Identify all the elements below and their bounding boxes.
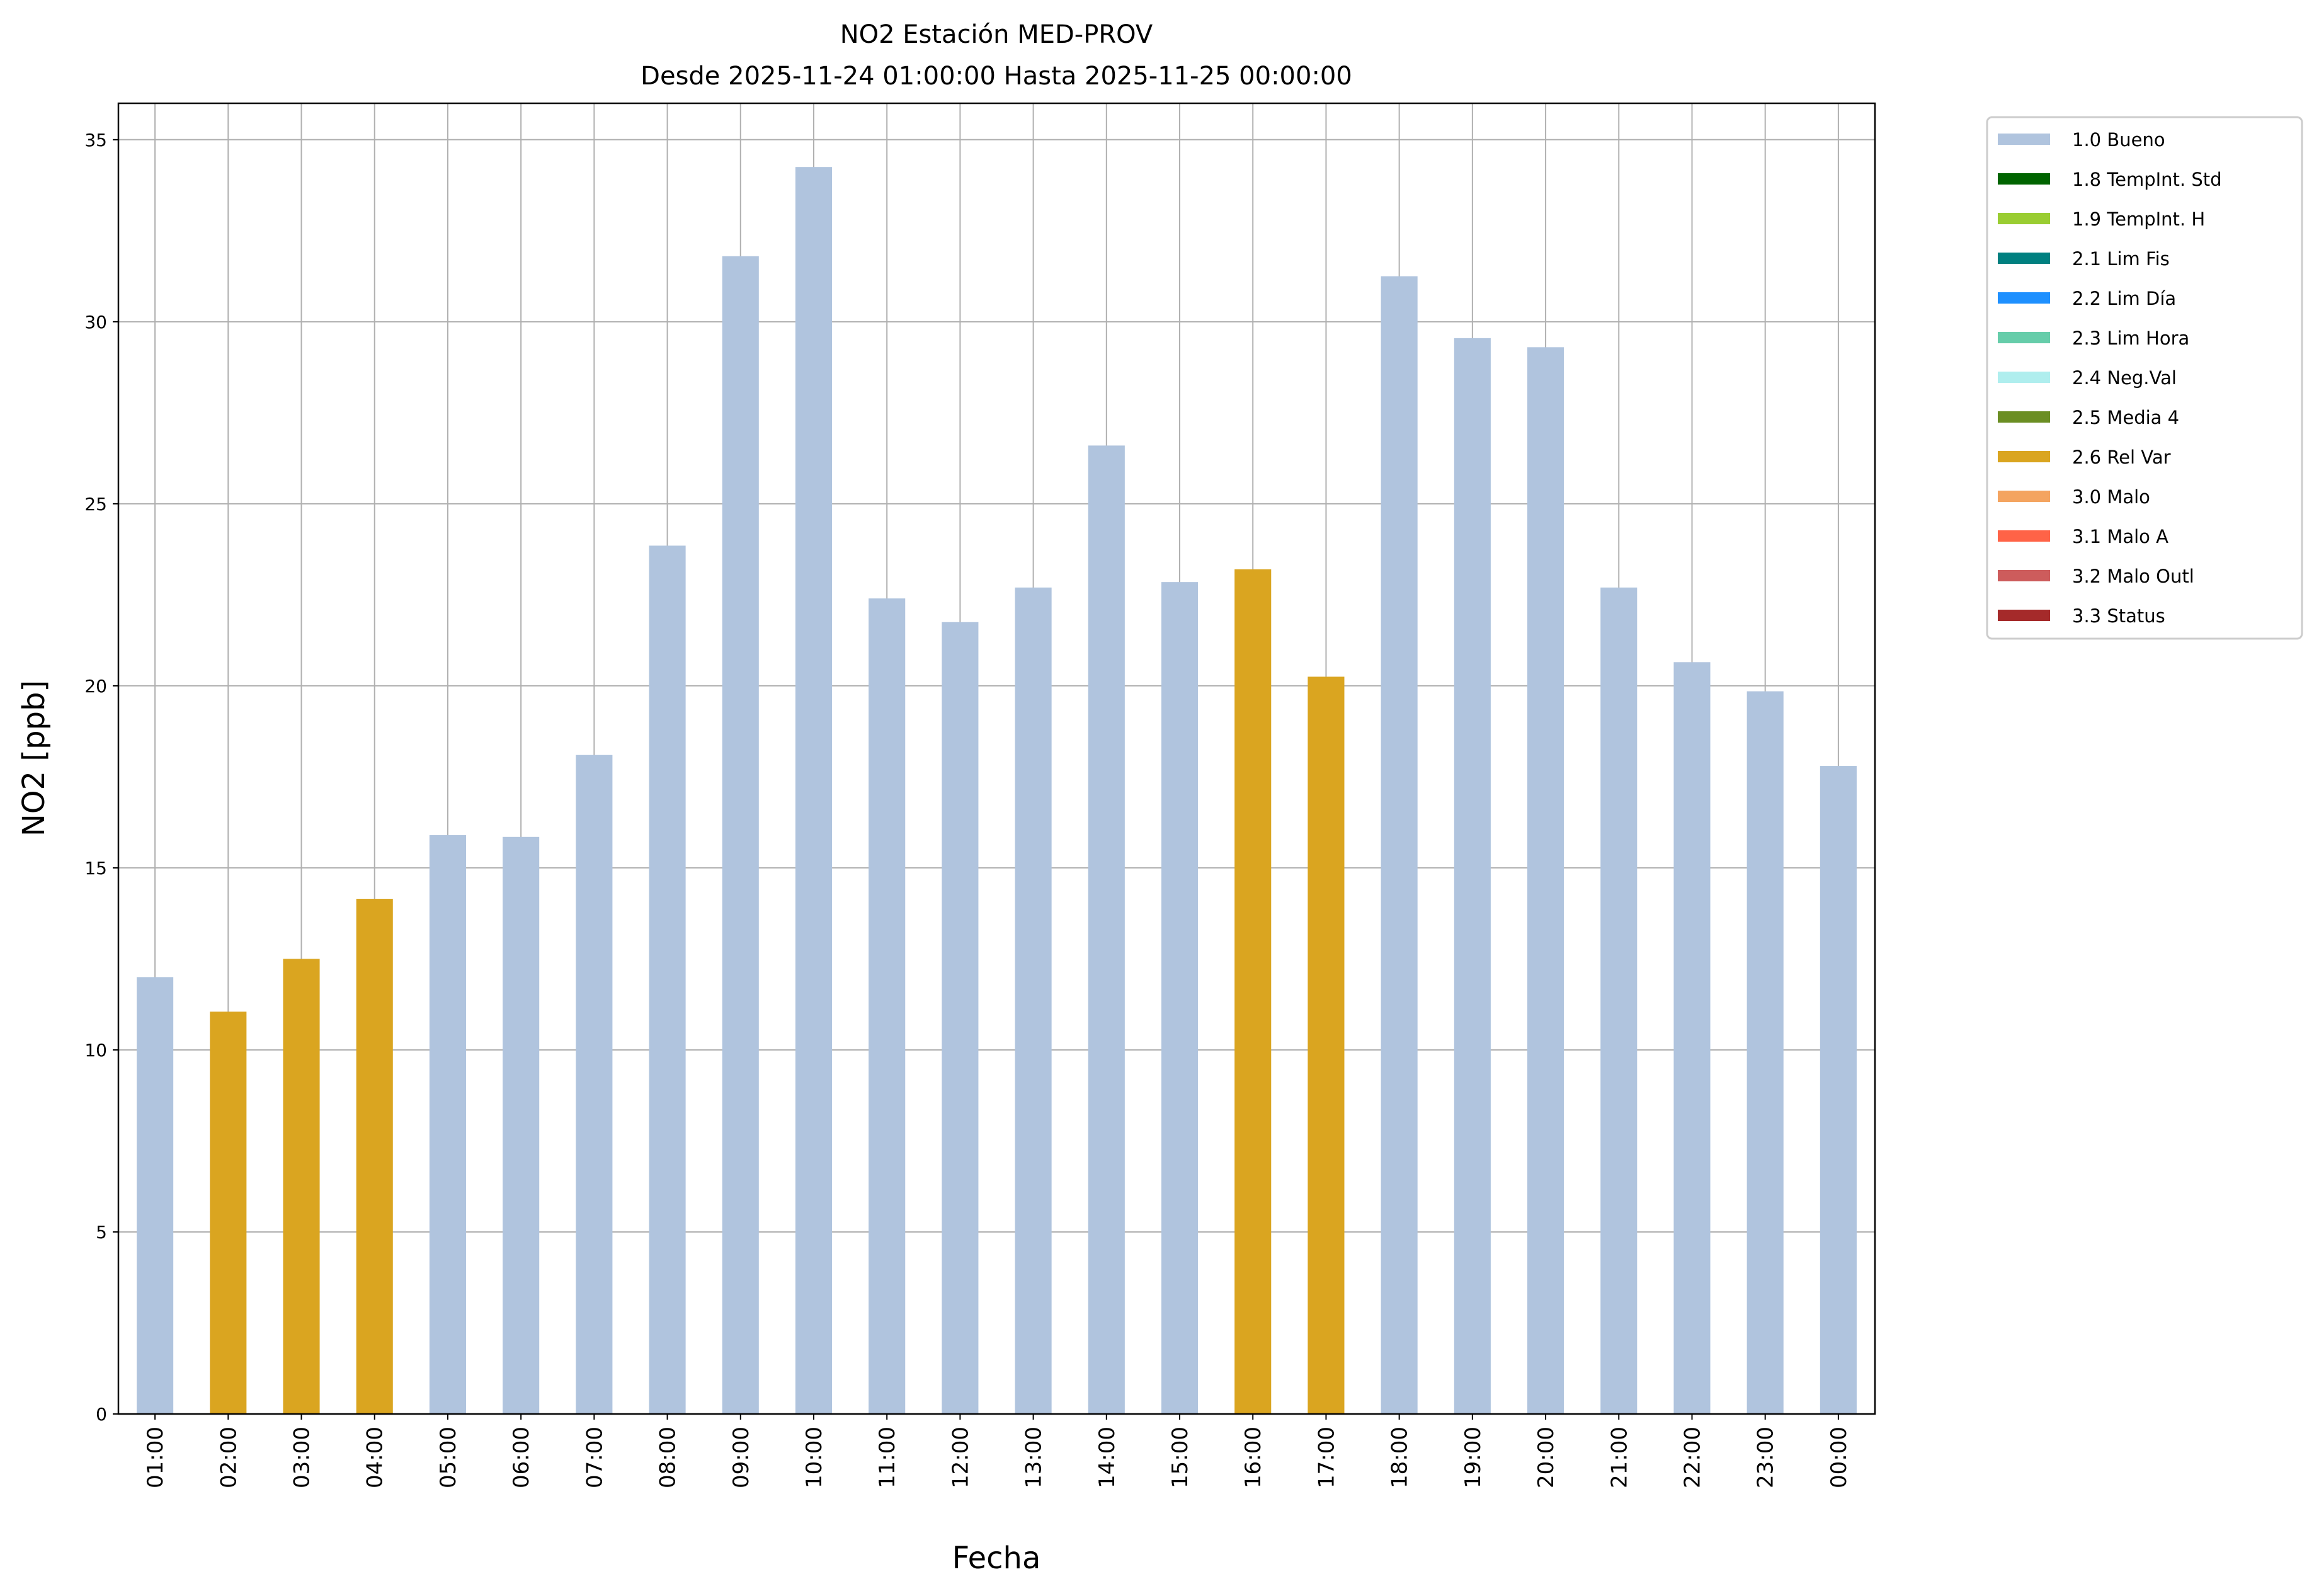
x-tick-label: 10:00	[802, 1427, 827, 1488]
bar-1400	[1088, 445, 1125, 1414]
x-tick-label: 20:00	[1534, 1427, 1559, 1488]
y-tick-label: 25	[84, 494, 107, 515]
bar-0700	[576, 755, 613, 1414]
y-tick-label: 15	[84, 858, 107, 879]
x-tick-label: 16:00	[1241, 1427, 1266, 1488]
legend-label: 2.2 Lim Día	[2072, 288, 2176, 309]
legend-swatch	[1998, 253, 2050, 264]
x-tick-label: 02:00	[216, 1427, 241, 1488]
bar-1100	[869, 598, 906, 1415]
legend-swatch	[1998, 570, 2050, 581]
x-tick-label: 13:00	[1022, 1427, 1047, 1488]
bar-1000	[795, 167, 833, 1415]
legend: 1.0 Bueno 1.8 TempInt. Std 1.9 TempInt. H 2…	[1986, 116, 2303, 640]
bar-2300	[1746, 691, 1784, 1414]
y-tick-label: 20	[84, 676, 107, 697]
legend-label: 2.4 Neg.Val	[2072, 367, 2177, 389]
chart-subtitle: Desde 2025-11-24 01:00:00 Hasta 2025-11-…	[641, 62, 1352, 91]
legend-swatch	[1998, 292, 2050, 304]
y-tick-label: 10	[84, 1040, 107, 1061]
legend-swatch	[1998, 134, 2050, 145]
bar-0000	[1820, 766, 1857, 1414]
legend-label: 2.3 Lim Hora	[2072, 328, 2189, 349]
legend-label: 3.3 Status	[2072, 605, 2165, 627]
bar-0600	[503, 836, 540, 1414]
x-tick-label: 12:00	[948, 1427, 973, 1488]
bar-0500	[429, 835, 466, 1414]
x-tick-label: 21:00	[1607, 1427, 1632, 1488]
x-tick-label: 03:00	[290, 1427, 315, 1488]
legend-label: 3.0 Malo	[2072, 486, 2150, 508]
y-tick-label: 35	[84, 130, 107, 151]
legend-label: 2.5 Media 4	[2072, 407, 2179, 428]
bar-2200	[1673, 662, 1711, 1414]
bar-0400	[356, 899, 393, 1414]
legend-swatch	[1998, 491, 2050, 502]
x-tick-label: 11:00	[875, 1427, 900, 1488]
bar-0300	[283, 959, 320, 1414]
x-tick-label: 18:00	[1387, 1427, 1413, 1488]
y-axis-label: NO2 [ppb]	[16, 680, 52, 836]
y-tick-label: 5	[96, 1222, 107, 1243]
bars	[137, 167, 1857, 1415]
y-tick-label: 30	[84, 312, 107, 333]
x-tick-label: 19:00	[1461, 1427, 1486, 1488]
x-tick-label: 05:00	[436, 1427, 461, 1488]
x-tick-label: 23:00	[1753, 1427, 1779, 1488]
legend-swatch	[1998, 610, 2050, 621]
legend-label: 1.8 TempInt. Std	[2072, 169, 2222, 190]
y-ticks: 0 5 10 15 20 25 30 35	[84, 130, 118, 1425]
plot-frame	[117, 102, 1876, 1415]
bar-0200	[210, 1012, 247, 1414]
y-tick-label: 0	[96, 1404, 107, 1425]
bar-1200	[942, 622, 979, 1414]
bar-1600	[1234, 569, 1272, 1414]
legend-label: 2.6 Rel Var	[2072, 447, 2171, 468]
x-tick-label: 22:00	[1680, 1427, 1705, 1488]
x-tick-label: 14:00	[1095, 1427, 1120, 1488]
x-tick-label: 00:00	[1826, 1427, 1852, 1488]
chart-title: NO2 Estación MED-PROV	[840, 20, 1153, 49]
bar-0900	[722, 256, 759, 1414]
legend-label: 1.0 Bueno	[2072, 129, 2165, 151]
bar-1500	[1161, 582, 1199, 1414]
bar-1700	[1308, 676, 1345, 1414]
x-tick-label: 09:00	[729, 1427, 754, 1488]
bar-0100	[137, 977, 174, 1414]
x-ticks: 01:00 02:00 03:00 04:00 05:00 06:00 07:00 08:00…	[143, 1414, 1852, 1488]
legend-swatch	[1998, 530, 2050, 542]
bar-2000	[1527, 347, 1564, 1414]
legend-swatch	[1998, 213, 2050, 224]
bar-1800	[1381, 276, 1418, 1414]
x-tick-label: 07:00	[582, 1427, 607, 1488]
legend-swatch	[1998, 173, 2050, 185]
x-tick-label: 08:00	[656, 1427, 681, 1488]
legend-swatch	[1998, 451, 2050, 462]
legend-label: 2.1 Lim Fis	[2072, 248, 2170, 270]
x-tick-label: 04:00	[363, 1427, 388, 1488]
x-axis-label: Fecha	[952, 1541, 1041, 1576]
legend-label: 3.2 Malo Outl	[2072, 566, 2194, 587]
legend-swatch	[1998, 372, 2050, 383]
x-tick-label: 15:00	[1168, 1427, 1193, 1488]
legend-swatch	[1998, 332, 2050, 343]
x-tick-label: 17:00	[1314, 1427, 1339, 1488]
bar-1300	[1015, 587, 1052, 1414]
legend-label: 1.9 TempInt. H	[2072, 208, 2205, 230]
bar-0800	[649, 545, 686, 1414]
bar-1900	[1454, 338, 1491, 1414]
legend-frame	[1986, 116, 2303, 640]
legend-swatch	[1998, 411, 2050, 423]
bar-2100	[1600, 587, 1638, 1414]
legend-label: 3.1 Malo A	[2072, 526, 2168, 547]
x-tick-label: 01:00	[143, 1427, 168, 1488]
x-tick-label: 06:00	[509, 1427, 534, 1488]
